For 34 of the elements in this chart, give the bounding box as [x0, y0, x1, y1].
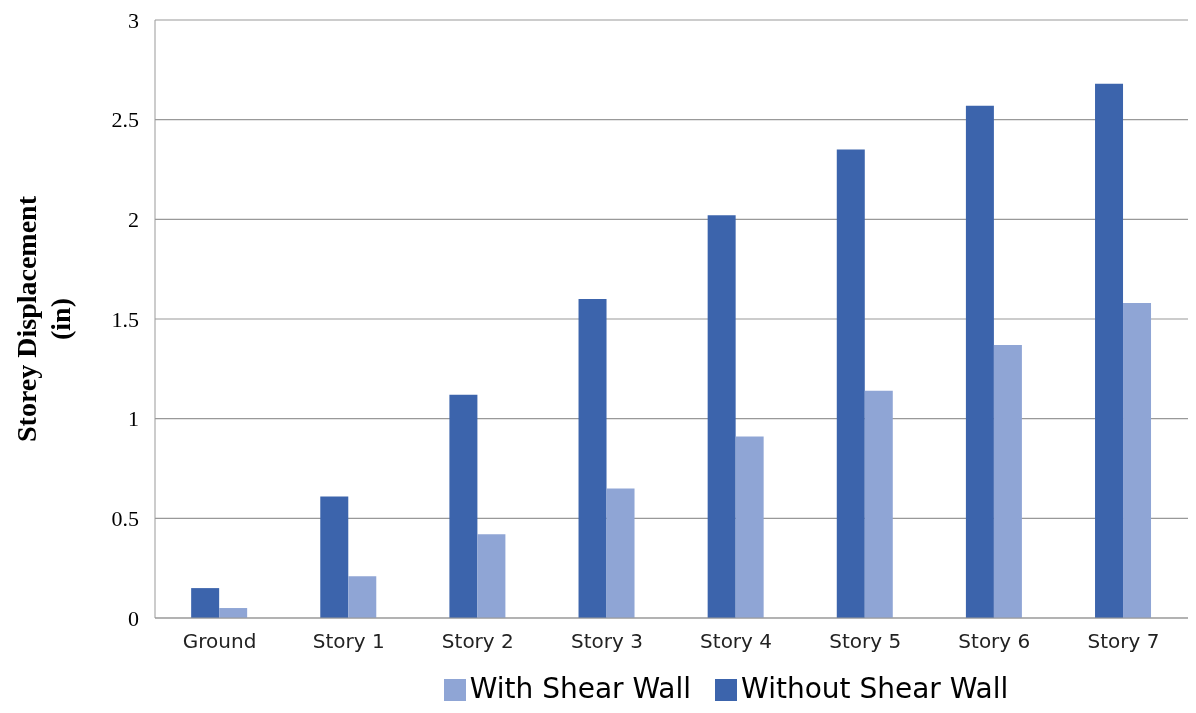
bar — [477, 534, 506, 618]
bar — [1123, 303, 1152, 618]
x-tick-label: Story 3 — [570, 629, 643, 654]
y-tick-label: 3 — [128, 7, 139, 33]
y-tick-label: 1 — [128, 406, 139, 432]
bar — [965, 105, 994, 618]
bar — [1095, 83, 1124, 618]
y-axis-title: Storey Displacement (in) — [11, 195, 76, 442]
y-tick-label: 0.5 — [111, 506, 139, 532]
y-tick-label: 2 — [128, 207, 139, 233]
y-tick-label: 0 — [128, 605, 139, 631]
bar — [993, 344, 1022, 618]
legend-label: Without Shear Wall — [741, 672, 1009, 705]
y-tick-label: 2.5 — [111, 107, 139, 133]
bar — [707, 215, 736, 618]
legend-label: With Shear Wall — [469, 672, 692, 705]
bar — [606, 488, 635, 618]
bar — [219, 608, 248, 618]
x-tick-label: Story 6 — [958, 629, 1031, 654]
x-tick-label: Ground — [182, 629, 257, 654]
y-tick-label: 1.5 — [111, 306, 139, 332]
x-tick-label: Story 2 — [441, 629, 514, 654]
bar — [449, 394, 478, 618]
x-tick-label: Story 5 — [829, 629, 902, 654]
bar — [864, 390, 893, 618]
bar — [191, 588, 220, 618]
x-tick-label: Story 4 — [700, 629, 773, 654]
bar — [578, 299, 607, 618]
x-tick-label: Story 7 — [1087, 629, 1160, 654]
bar — [735, 436, 764, 618]
bar — [836, 149, 865, 618]
x-tick-label: Story 1 — [312, 629, 385, 654]
bar — [348, 576, 377, 618]
bar — [320, 496, 349, 618]
